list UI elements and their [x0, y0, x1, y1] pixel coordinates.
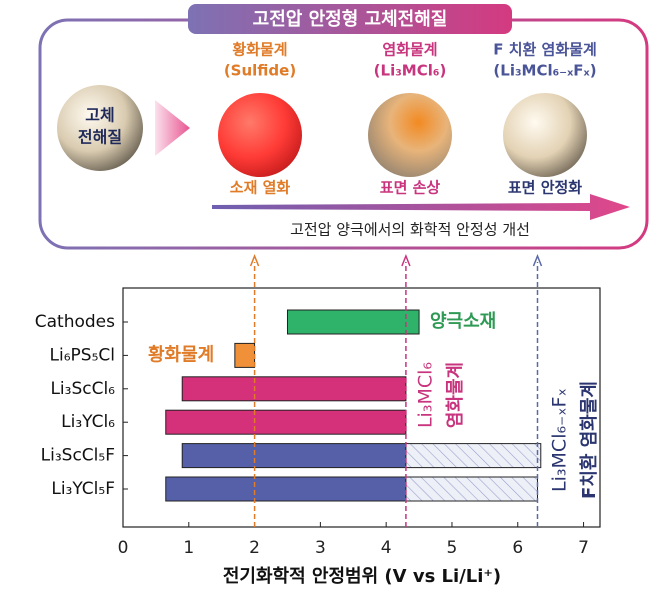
sphere: [57, 85, 143, 171]
sphere: [218, 93, 302, 177]
y-tick-label: Cathodes: [35, 312, 115, 332]
x-axis-label: 전기화학적 안정범위 (V vs Li/Li⁺): [223, 565, 501, 587]
y-tick-label: Li₃YCl₆: [61, 412, 115, 432]
column-label: F 치환 염화물계: [493, 41, 597, 59]
annotation: F치환 염화물계: [578, 381, 600, 499]
annotation: 염화물계: [445, 362, 466, 428]
column-result: 소재 열화: [230, 179, 291, 197]
annotation: 황화물계: [148, 344, 214, 365]
bar-extension: [405, 476, 538, 502]
bar: [181, 376, 407, 402]
marker-arrowhead: [532, 253, 543, 267]
y-tick-label: Li₃ScCl₅F: [41, 446, 115, 466]
arrow: [212, 194, 630, 220]
diagram: 고전압 안정형 고체전해질 고체 전해질 황화물계 (Sulfide) 소재 열…: [38, 4, 649, 250]
y-tick-label: Li₆PS₅Cl: [50, 345, 115, 365]
x-tick-label: 5: [447, 538, 458, 558]
arrow-text: 고전압 양극에서의 화학적 안정성 개선: [290, 221, 530, 239]
x-tick-label: 2: [249, 538, 260, 558]
x-tick-label: 0: [118, 538, 129, 558]
chevron: [155, 100, 190, 156]
x-tick-label: 6: [512, 538, 523, 558]
x-tick-label: 7: [578, 538, 589, 558]
column-label: 염화물계: [382, 41, 437, 59]
marker-arrowhead: [401, 253, 411, 267]
bar: [165, 409, 407, 435]
source-label: 전해질: [78, 128, 122, 147]
bar-extension: [405, 443, 542, 469]
x-tick-label: 3: [315, 538, 326, 558]
y-tick-label: Li₃YCl₅F: [51, 479, 115, 499]
sphere: [503, 93, 587, 177]
column-formula: (Li₃MCl₆₋ₓFₓ): [493, 62, 596, 80]
diagram-title: 고전압 안정형 고체전해질: [253, 9, 448, 30]
column-formula: (Li₃MCl₆): [374, 62, 447, 80]
column-formula: (Sulfide): [224, 62, 296, 80]
sphere: [368, 93, 452, 177]
chart: 0 1 2 3 4 5 6 7 전기화학적 안정범위 (V vs Li/Li⁺) Cathodes…: [35, 253, 601, 587]
bar: [165, 476, 407, 502]
annotation: 양극소재: [430, 311, 496, 332]
annotation: Li₃MCl₆: [415, 362, 437, 428]
marker-arrowhead: [249, 253, 260, 267]
column-label: 황화물계: [232, 41, 287, 59]
plot-frame: [122, 287, 601, 528]
x-tick-label: 1: [183, 538, 194, 558]
source-label: 고체: [85, 106, 114, 125]
annotation: Li₃MCl₆₋ₓFₓ: [549, 388, 571, 492]
column-result: 표면 손상: [380, 179, 441, 197]
title-pill: [188, 4, 512, 34]
bar: [286, 309, 420, 335]
bar: [181, 443, 407, 469]
x-tick-label: 4: [381, 538, 392, 558]
column-result: 표면 안정화: [508, 179, 582, 197]
y-tick-label: Li₃ScCl₆: [50, 379, 115, 399]
bar: [234, 342, 256, 368]
